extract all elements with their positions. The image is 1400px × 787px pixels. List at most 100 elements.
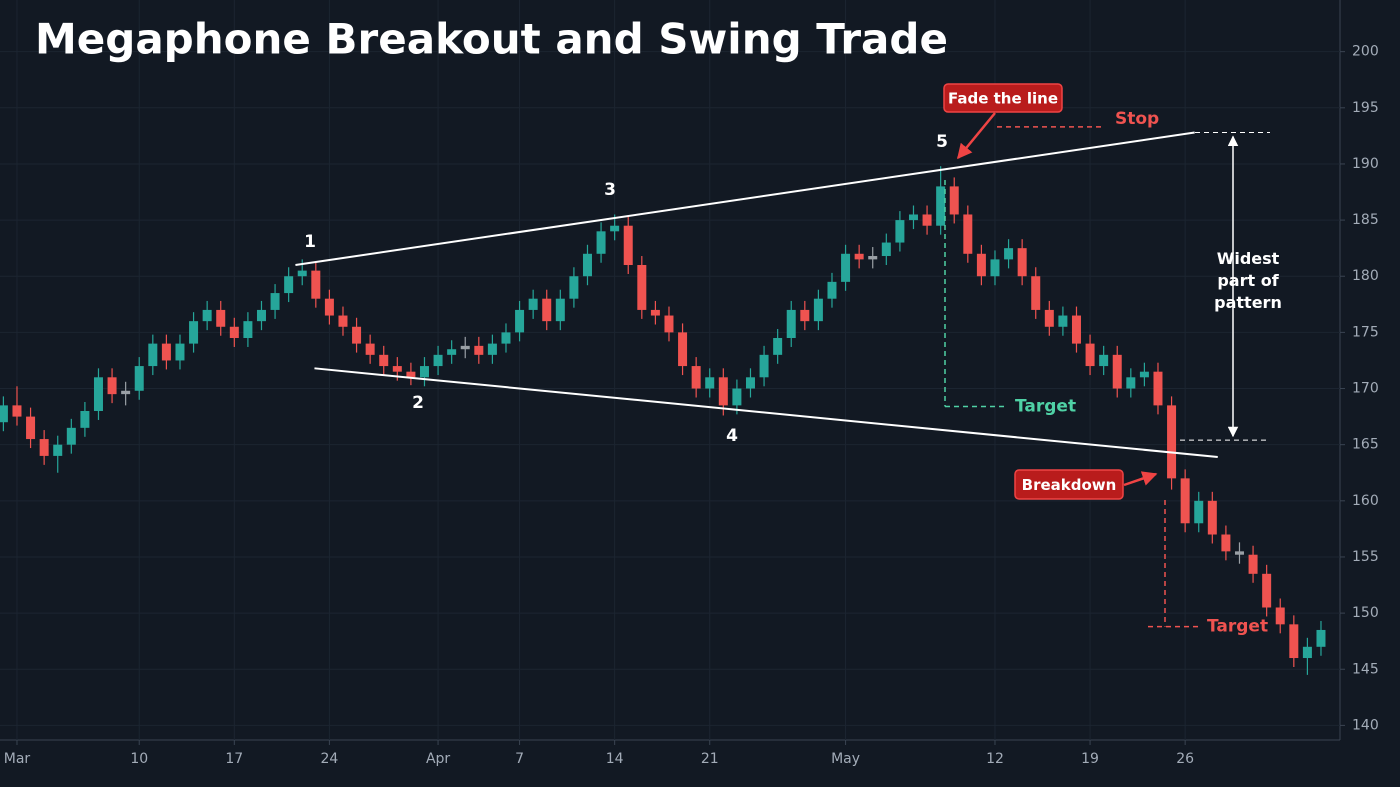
- candle-body: [1316, 629, 1326, 647]
- candle-body: [990, 259, 1000, 277]
- pivot-label: 4: [726, 426, 738, 446]
- candle-body: [827, 281, 837, 299]
- candle-body: [582, 253, 592, 277]
- candle-body: [678, 332, 688, 367]
- candle-body: [93, 377, 103, 411]
- y-tick-label: 145: [1352, 661, 1379, 677]
- candle-body: [1112, 354, 1122, 389]
- candle-body: [1207, 500, 1217, 535]
- candle-body: [596, 231, 606, 254]
- grid: 140145150155160165170175180185190195200M…: [0, 0, 1379, 767]
- candle-body: [1248, 554, 1258, 574]
- candle-body: [297, 270, 307, 277]
- candle-body: [1289, 624, 1299, 659]
- x-tick-label: 24: [320, 751, 338, 767]
- candle-body: [800, 309, 810, 322]
- candle-body: [134, 366, 144, 391]
- candle-body: [705, 377, 715, 389]
- pivot-label: 5: [936, 132, 948, 152]
- candle-body: [1044, 309, 1054, 327]
- candle-body: [745, 377, 755, 389]
- candle-body: [487, 343, 497, 355]
- candle-body: [813, 298, 823, 322]
- annotations: 1 2 3 4 5 Stop Target Target Fade the line Breakd…: [295, 83, 1270, 637]
- y-tick-label: 180: [1352, 268, 1379, 284]
- trendline: [295, 131, 1195, 266]
- candle-body: [66, 427, 76, 445]
- y-tick-label: 170: [1352, 381, 1379, 397]
- candle-body: [691, 366, 701, 389]
- candle-body: [936, 186, 946, 226]
- candle-body: [610, 225, 620, 232]
- candle-body: [107, 377, 117, 395]
- candle-body: [1071, 315, 1081, 344]
- y-tick-label: 165: [1352, 437, 1379, 453]
- candle-body: [949, 186, 959, 215]
- candle-body: [1139, 371, 1149, 378]
- candle-body: [732, 388, 742, 406]
- candle-body: [270, 293, 280, 310]
- candle-body: [284, 276, 294, 294]
- x-tick-label: 26: [1176, 751, 1194, 767]
- candle-body: [786, 309, 796, 338]
- y-tick-label: 195: [1352, 100, 1379, 116]
- candle-body: [1302, 646, 1312, 659]
- callout-box: [943, 83, 1063, 113]
- candle-body: [963, 214, 973, 254]
- candle-body: [0, 405, 8, 423]
- x-tick-label: 12: [986, 751, 1004, 767]
- candle-body: [1099, 354, 1109, 367]
- y-tick-label: 150: [1352, 605, 1379, 621]
- candle-body: [474, 345, 484, 355]
- candle-body: [365, 343, 375, 355]
- candle-body: [1194, 500, 1204, 524]
- candle-body: [515, 309, 525, 333]
- candle-body: [216, 309, 226, 327]
- pivot-label: 1: [304, 232, 316, 252]
- candle-body: [542, 298, 552, 322]
- candle-body: [243, 321, 253, 338]
- callout-box: [1014, 469, 1124, 500]
- candle-body: [311, 270, 321, 299]
- candle-body: [256, 309, 266, 322]
- x-tick-label: 14: [606, 751, 624, 767]
- y-tick-label: 140: [1352, 717, 1379, 733]
- target-label: Target: [1207, 617, 1268, 637]
- y-tick-label: 185: [1352, 212, 1379, 228]
- chart-title: Megaphone Breakout and Swing Trade: [35, 15, 948, 64]
- candle-body: [773, 337, 783, 355]
- candle-body: [623, 225, 633, 266]
- candle-body: [501, 332, 511, 344]
- candle-body: [229, 326, 239, 338]
- x-tick-label: 19: [1081, 751, 1099, 767]
- candle-body: [1234, 551, 1244, 555]
- candle-body: [718, 377, 728, 406]
- candle-body: [528, 298, 538, 310]
- candle-body: [650, 309, 660, 316]
- candle-body: [569, 276, 579, 299]
- candle-body: [148, 343, 158, 367]
- candle-body: [1004, 248, 1014, 260]
- y-tick-label: 200: [1352, 44, 1379, 60]
- candle-body: [759, 354, 769, 378]
- x-tick-label: Mar: [4, 751, 31, 767]
- y-tick-label: 155: [1352, 549, 1379, 565]
- candle-body: [189, 321, 199, 344]
- candle-body: [1017, 248, 1027, 277]
- candle-body: [1180, 478, 1190, 524]
- candle-body: [881, 242, 891, 257]
- candle-body: [39, 439, 49, 456]
- y-tick-label: 160: [1352, 493, 1379, 509]
- candle-body: [460, 345, 470, 350]
- candle-body: [202, 309, 212, 322]
- candle-body: [922, 214, 932, 226]
- y-tick-label: 190: [1352, 156, 1379, 172]
- candle-body: [338, 315, 348, 327]
- candle-body: [637, 265, 647, 310]
- candle-body: [80, 410, 90, 428]
- stop-label: Stop: [1115, 109, 1159, 129]
- candle-body: [1167, 405, 1177, 479]
- callout-arrow: [957, 112, 996, 160]
- candle-body: [908, 214, 918, 221]
